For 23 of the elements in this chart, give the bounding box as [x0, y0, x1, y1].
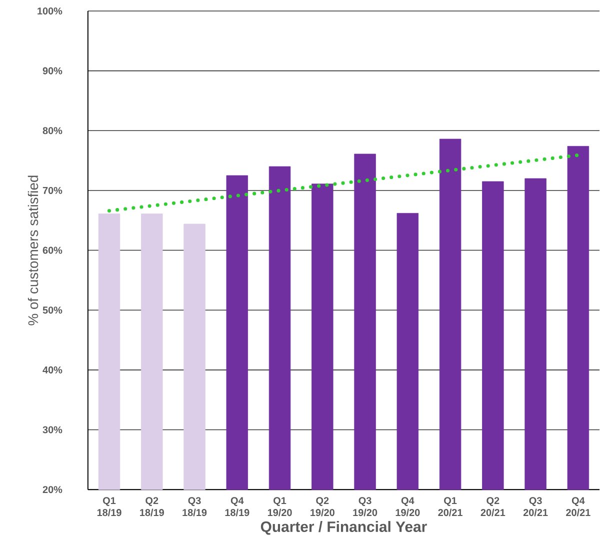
y-tick-label: 70%: [42, 187, 62, 194]
x-tick-label: Q2 19/20: [310, 497, 334, 516]
y-tick-label: 40%: [42, 366, 62, 374]
y-tick-label: 80%: [42, 127, 62, 134]
x-tick-label: Q4 20/21: [566, 497, 590, 516]
x-tick-label: Q4 19/20: [396, 497, 420, 516]
x-tick-label: Q2 20/21: [480, 497, 506, 516]
y-tick-label: 30%: [42, 426, 62, 434]
y-tick-label: 60%: [42, 247, 62, 254]
x-tick-label: Q2 18/19: [140, 497, 164, 516]
y-tick-label: 100%: [38, 8, 62, 15]
y-tick-label: 90%: [42, 68, 62, 75]
x-tick-label: Q4 18/19: [225, 497, 250, 516]
x-tick-label: Q1 19/20: [268, 497, 292, 516]
x-axis-title: Quarter / Financial Year: [260, 521, 427, 536]
x-tick-label: Q3 18/19: [182, 497, 207, 516]
y-tick-label: 20%: [42, 486, 62, 494]
x-tick-label: Q3 19/20: [353, 497, 378, 516]
x-tick-label: Q3 20/21: [523, 497, 548, 516]
x-tick-label: Q1 20/21: [438, 497, 462, 516]
y-axis-title: % of customers satisfied: [28, 176, 38, 326]
x-tick-label: Q1 18/19: [97, 497, 122, 516]
y-tick-label: 50%: [42, 306, 62, 314]
